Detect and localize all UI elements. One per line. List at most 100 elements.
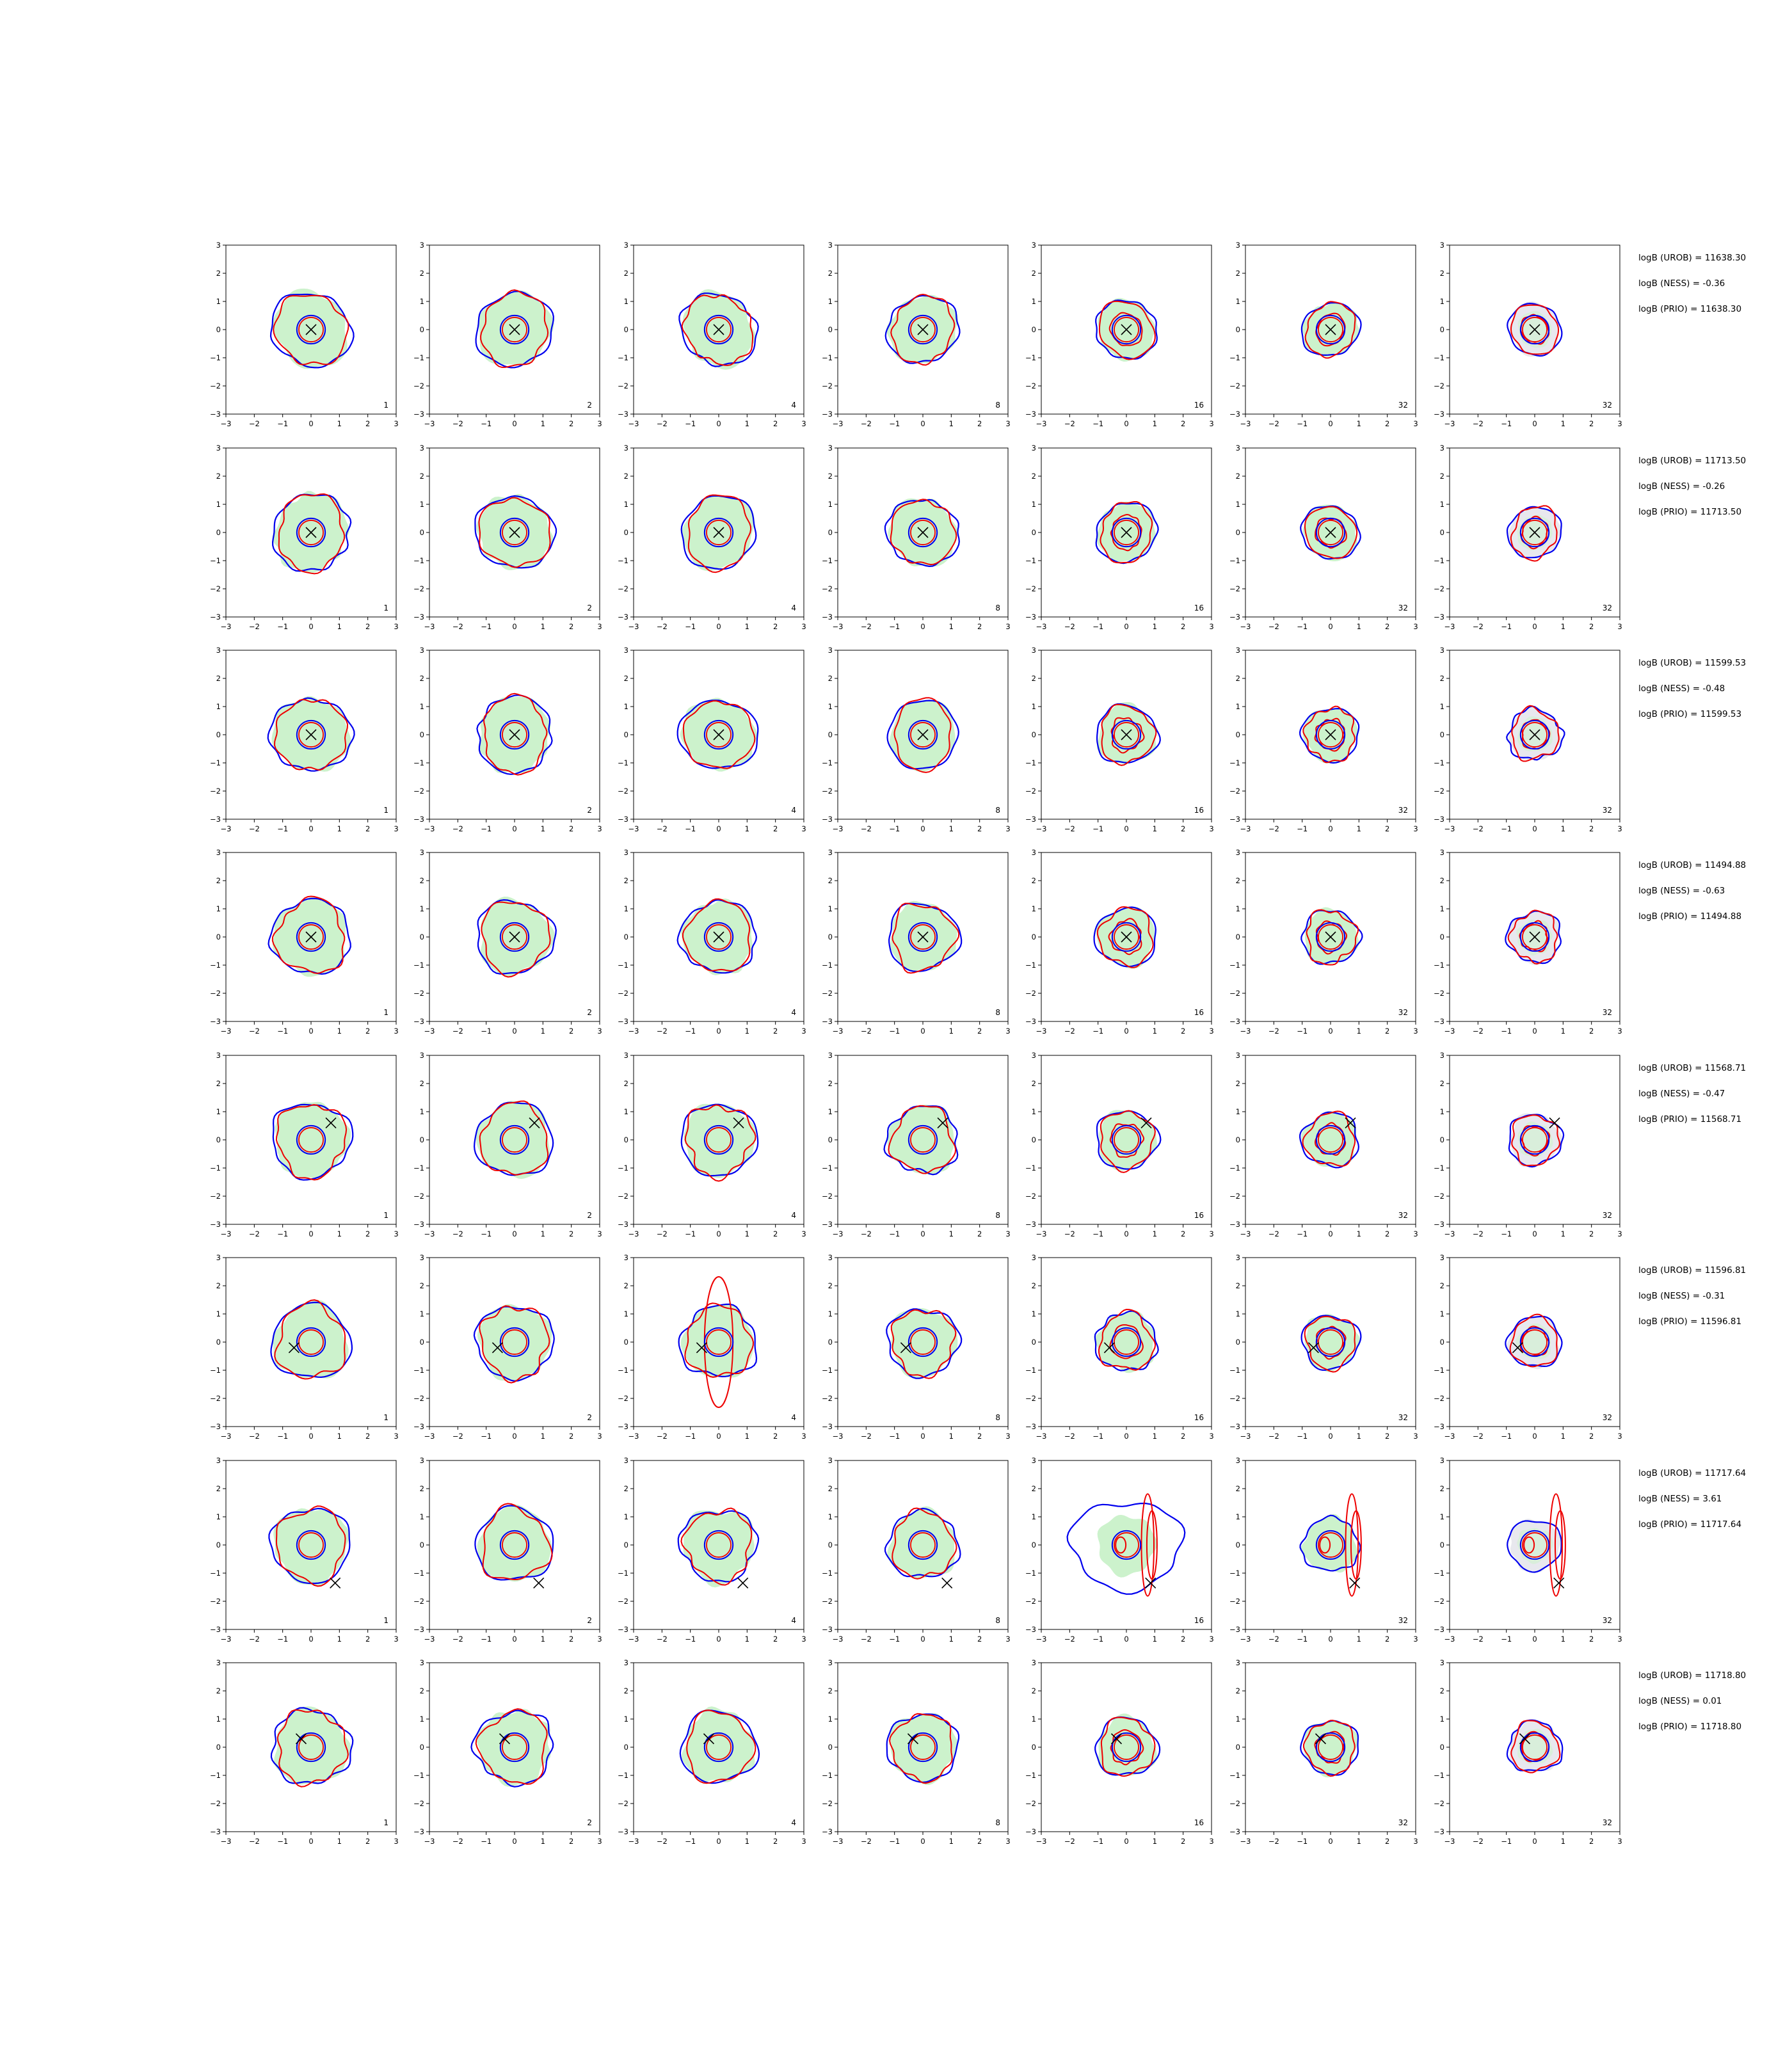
subplot-panel: −3 −2 −1 0 1 2 3 −3 −2 −1 0 1 2 3 4	[618, 444, 806, 631]
x-tick-label: 2	[1385, 1635, 1389, 1644]
y-tick-label: −3	[618, 1827, 628, 1836]
x-tick-label: 3	[1005, 1432, 1010, 1441]
x-tick-label: 2	[977, 1432, 982, 1441]
red-inner-contour	[1114, 1329, 1139, 1355]
y-tick-label: 1	[1032, 500, 1036, 509]
y-tick-label: −1	[822, 961, 833, 970]
y-tick-label: −3	[822, 1625, 833, 1634]
red-inner-contour	[1522, 1532, 1548, 1558]
red-inner-contour	[1522, 1127, 1548, 1153]
panel-count-label: 2	[587, 1008, 592, 1017]
x-tick-label: −3	[424, 1027, 435, 1036]
x-tick-label: −2	[249, 622, 260, 631]
y-tick-label: 2	[828, 674, 833, 683]
x-tick-label: 3	[394, 1635, 398, 1644]
red-inner-contour	[502, 1734, 527, 1760]
blue-outer-contour	[677, 1510, 760, 1583]
x-tick-label: −3	[833, 1432, 844, 1441]
y-tick-label: 1	[1440, 1715, 1444, 1724]
red-inner-contour	[706, 317, 732, 342]
x-tick-label: 0	[1532, 419, 1537, 428]
y-tick-label: 2	[216, 876, 221, 885]
density-fill	[273, 1300, 349, 1379]
logb-stat: logB (UROB) = 11718.80	[1638, 1670, 1746, 1681]
y-tick-label: 3	[420, 1253, 424, 1262]
x-tick-label: 1	[337, 1837, 342, 1846]
red-contour	[890, 1309, 957, 1379]
y-tick-label: −3	[1229, 1220, 1240, 1229]
y-tick-label: 3	[1236, 848, 1240, 857]
y-tick-label: −2	[210, 787, 221, 796]
y-tick-label: 3	[1440, 241, 1444, 250]
subplot-panel: −3 −2 −1 0 1 2 3 −3 −2 −1 0 1 2 3 2	[413, 848, 602, 1036]
y-tick-label: 1	[1236, 1107, 1240, 1116]
y-tick-label: −3	[822, 815, 833, 824]
x-tick-label: 0	[1328, 419, 1332, 428]
y-tick-label: −1	[822, 1164, 833, 1172]
y-tick-label: 2	[420, 472, 424, 481]
true-value-marker	[509, 324, 520, 335]
true-value-marker	[1325, 527, 1336, 538]
subplot-panel: −3 −2 −1 0 1 2 3 −3 −2 −1 0 1 2 3 32	[1434, 1456, 1622, 1644]
y-tick-label: 2	[420, 1281, 424, 1290]
y-tick-label: −3	[210, 1827, 221, 1836]
panel-count-label: 8	[995, 1211, 1000, 1220]
x-tick-label: −2	[452, 1635, 463, 1644]
y-tick-label: 1	[1440, 702, 1444, 711]
logb-stat: logB (NESS) = -0.26	[1638, 481, 1725, 492]
red-inner-contour	[910, 1127, 936, 1153]
y-tick-label: 2	[216, 269, 221, 278]
x-tick-label: 1	[745, 824, 749, 833]
y-tick-label: −1	[1025, 1366, 1036, 1375]
x-tick-label: −3	[833, 1027, 844, 1036]
blue-inner-contour	[908, 314, 938, 345]
blue-outer-contour	[474, 1505, 554, 1581]
red-inner-contour	[298, 1532, 324, 1558]
red-contour	[680, 1507, 753, 1586]
x-tick-label: −3	[1240, 1027, 1251, 1036]
blue-outer-contour	[1300, 505, 1361, 560]
y-tick-label: 0	[828, 1338, 833, 1347]
x-tick-label: 1	[1561, 419, 1565, 428]
panel-count-label: 8	[995, 1413, 1000, 1422]
x-tick-label: 3	[801, 1635, 806, 1644]
panel-count-label: 2	[587, 401, 592, 410]
x-tick-label: 1	[1153, 622, 1157, 631]
logb-stat: logB (PRIO) = 11713.50	[1638, 507, 1741, 517]
x-tick-label: 2	[977, 1837, 982, 1846]
panel-count-label: 8	[995, 1616, 1000, 1625]
blue-inner-contour	[1315, 719, 1346, 750]
blue-inner-contour	[499, 314, 530, 345]
density-fill	[1301, 1111, 1357, 1167]
x-tick-label: −3	[424, 622, 435, 631]
panel-count-label: 2	[587, 604, 592, 612]
x-tick-label: −2	[1268, 1635, 1279, 1644]
y-tick-label: −3	[1434, 410, 1444, 419]
blue-inner-contour	[908, 922, 938, 952]
subplot-panel: −3 −2 −1 0 1 2 3 −3 −2 −1 0 1 2 3 2	[413, 1253, 602, 1441]
panel-count-label: 32	[1603, 1818, 1612, 1827]
x-tick-label: 0	[920, 419, 925, 428]
y-tick-label: 3	[216, 241, 221, 250]
y-tick-label: 2	[828, 876, 833, 885]
y-tick-label: −3	[413, 1827, 424, 1836]
x-tick-label: −2	[452, 824, 463, 833]
red-contour	[1306, 909, 1359, 966]
x-tick-label: −1	[889, 1635, 900, 1644]
blue-outer-contour	[474, 495, 557, 569]
panel-count-label: 1	[383, 1008, 388, 1017]
subplot-panel: −3 −2 −1 0 1 2 3 −3 −2 −1 0 1 2 3 16	[1025, 1658, 1214, 1846]
x-tick-label: 2	[365, 824, 370, 833]
y-tick-label: −2	[1229, 584, 1240, 593]
x-tick-label: 0	[920, 1837, 925, 1846]
subplot-panel: −3 −2 −1 0 1 2 3 −3 −2 −1 0 1 2 3 8	[822, 444, 1011, 631]
y-tick-label: 1	[1032, 1512, 1036, 1521]
true-value-marker	[941, 1577, 953, 1588]
y-tick-label: 2	[1236, 1484, 1240, 1493]
red-contour	[1110, 514, 1142, 552]
y-tick-label: 2	[1236, 1686, 1240, 1695]
panel-count-label: 32	[1603, 1413, 1612, 1422]
y-tick-label: 2	[420, 1484, 424, 1493]
